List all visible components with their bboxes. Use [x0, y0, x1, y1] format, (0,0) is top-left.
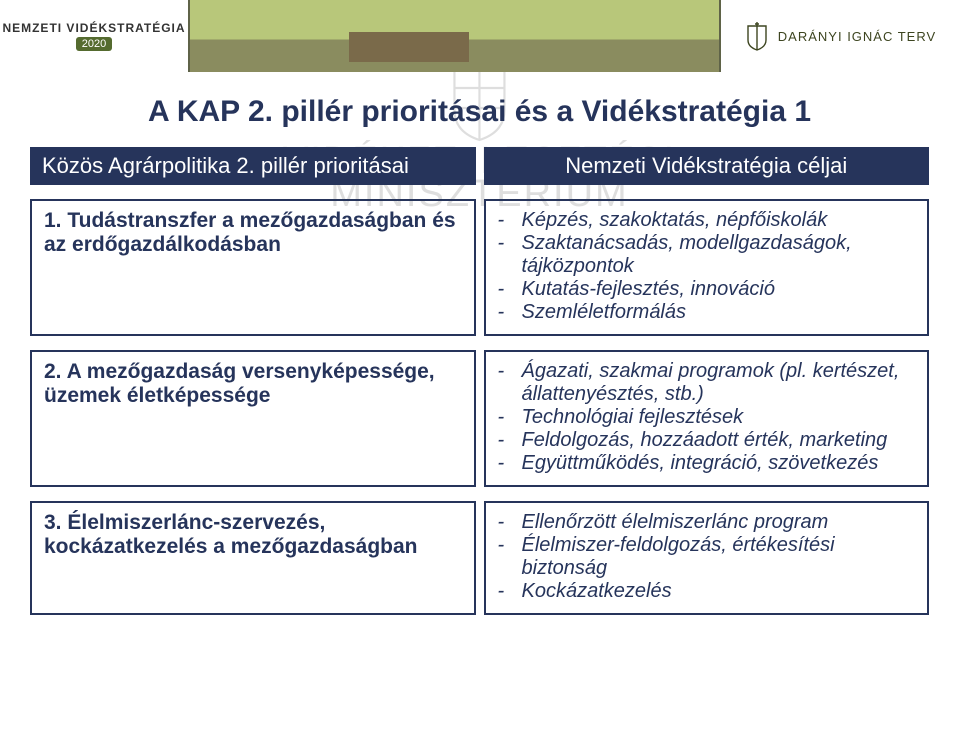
goal-text: Élelmiszer-feldolgozás, értékesítési biz…	[522, 534, 916, 580]
goals-cell: -Ágazati, szakmai programok (pl. kertész…	[484, 350, 930, 487]
bullet-dash: -	[498, 580, 522, 603]
goal-item: -Kockázatkezelés	[498, 580, 916, 603]
right-logo-text: DARÁNYI IGNÁC TERV	[778, 29, 936, 44]
table-row: 3. Élelmiszerlánc-szervezés, kockázatkez…	[30, 501, 929, 615]
bullet-dash: -	[498, 360, 522, 383]
topbar-photo	[190, 0, 719, 72]
bullet-dash: -	[498, 209, 522, 232]
goal-text: Ágazati, szakmai programok (pl. kertésze…	[522, 360, 916, 406]
header-left: Közös Agrárpolitika 2. pillér prioritása…	[30, 147, 476, 185]
bullet-dash: -	[498, 511, 522, 534]
goals-cell: -Képzés, szakoktatás, népfőiskolák-Szakt…	[484, 199, 930, 336]
goal-text: Ellenőrzött élelmiszerlánc program	[522, 511, 829, 534]
right-crest-icon	[744, 20, 770, 52]
topbar-left-logo: NEMZETI VIDÉKSTRATÉGIA 2020	[0, 0, 190, 72]
goal-item: -Kutatás-fejlesztés, innováció	[498, 278, 916, 301]
bullet-dash: -	[498, 452, 522, 475]
table-row: 2. A mezőgazdaság versenyképessége, üzem…	[30, 350, 929, 487]
goal-item: -Feldolgozás, hozzáadott érték, marketin…	[498, 429, 916, 452]
goal-text: Együttműködés, integráció, szövetkezés	[522, 452, 879, 475]
bullet-dash: -	[498, 301, 522, 324]
goal-text: Képzés, szakoktatás, népfőiskolák	[522, 209, 828, 232]
slide-content: A KAP 2. pillér prioritásai és a Vidékst…	[0, 95, 959, 739]
priority-cell: 3. Élelmiszerlánc-szervezés, kockázatkez…	[30, 501, 476, 615]
topbar-right-logo: DARÁNYI IGNÁC TERV	[719, 0, 959, 72]
topbar: NEMZETI VIDÉKSTRATÉGIA 2020 DARÁNYI IGNÁ…	[0, 0, 959, 72]
goal-text: Technológiai fejlesztések	[522, 406, 744, 429]
bullet-dash: -	[498, 534, 522, 557]
priority-cell: 2. A mezőgazdaság versenyképessége, üzem…	[30, 350, 476, 487]
goal-item: -Képzés, szakoktatás, népfőiskolák	[498, 209, 916, 232]
header-right: Nemzeti Vidékstratégia céljai	[484, 147, 930, 185]
bullet-dash: -	[498, 232, 522, 255]
table-body: 1. Tudástranszfer a mezőgazdaságban és a…	[30, 199, 929, 615]
goal-item: -Szemléletformálás	[498, 301, 916, 324]
table-header-row: Közös Agrárpolitika 2. pillér prioritása…	[30, 147, 929, 185]
goal-item: -Ellenőrzött élelmiszerlánc program	[498, 511, 916, 534]
bullet-dash: -	[498, 406, 522, 429]
priority-cell: 1. Tudástranszfer a mezőgazdaságban és a…	[30, 199, 476, 336]
goal-text: Feldolgozás, hozzáadott érték, marketing	[522, 429, 888, 452]
goal-item: -Ágazati, szakmai programok (pl. kertész…	[498, 360, 916, 406]
goal-item: -Technológiai fejlesztések	[498, 406, 916, 429]
goals-cell: -Ellenőrzött élelmiszerlánc program-Élel…	[484, 501, 930, 615]
bullet-dash: -	[498, 278, 522, 301]
left-logo-line2: 2020	[76, 37, 112, 51]
left-logo-line1: NEMZETI VIDÉKSTRATÉGIA	[2, 21, 185, 35]
goal-text: Szaktanácsadás, modellgazdaságok, tájköz…	[522, 232, 916, 278]
slide-title: A KAP 2. pillér prioritásai és a Vidékst…	[30, 95, 929, 129]
goal-item: -Szaktanácsadás, modellgazdaságok, tájkö…	[498, 232, 916, 278]
goal-item: -Együttműködés, integráció, szövetkezés	[498, 452, 916, 475]
bullet-dash: -	[498, 429, 522, 452]
goal-text: Kutatás-fejlesztés, innováció	[522, 278, 775, 301]
table-row: 1. Tudástranszfer a mezőgazdaságban és a…	[30, 199, 929, 336]
goal-item: -Élelmiszer-feldolgozás, értékesítési bi…	[498, 534, 916, 580]
goal-text: Kockázatkezelés	[522, 580, 672, 603]
goal-text: Szemléletformálás	[522, 301, 687, 324]
